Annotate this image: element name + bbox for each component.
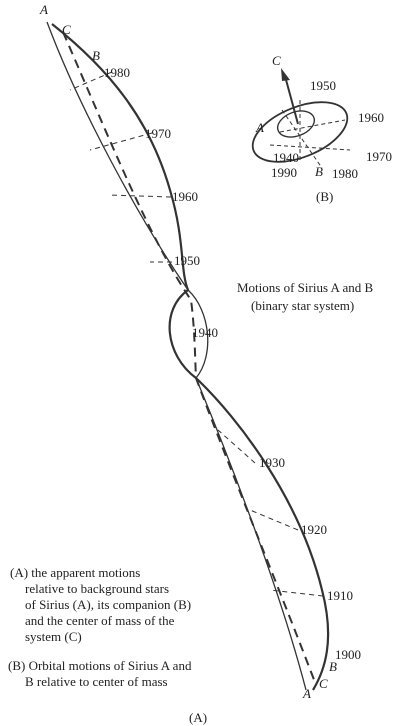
- panel-a-label: 1910: [327, 588, 353, 603]
- title-line: (binary star system): [251, 298, 354, 313]
- panel-b-label: 1940: [273, 150, 299, 165]
- orbit-b-inset: [251, 101, 349, 163]
- panel-b-label: 1960: [358, 110, 384, 125]
- panel-a-label: 1980: [104, 65, 130, 80]
- panel-b-label: 1980: [332, 166, 358, 181]
- panel-a-label: 1970: [145, 126, 171, 141]
- legend-line: (B) Orbital motions of Sirius A and: [8, 658, 192, 673]
- legend-line: and the center of mass of the: [25, 613, 175, 628]
- legend-line: (A) the apparent motions: [10, 565, 140, 580]
- time-connectors: [69, 71, 324, 597]
- arrow-head: [281, 68, 290, 81]
- panel-a-label: 1940: [192, 325, 218, 340]
- orbit-a: [46, 21, 307, 691]
- panel-b-label: B: [315, 164, 323, 179]
- panel-a-label: 1920: [301, 522, 327, 537]
- panel-a-label: C: [319, 676, 328, 691]
- legend-line: system (C): [25, 629, 82, 644]
- panel-a-label: A: [39, 2, 48, 17]
- title-line: Motions of Sirius A and B: [237, 280, 373, 295]
- panel-a-label: A: [302, 686, 311, 701]
- panel-b-label: 1950: [310, 78, 336, 93]
- panel-b-label: 1990: [271, 165, 297, 180]
- panel-a-label: 1960: [172, 189, 198, 204]
- panel-b-label: A: [255, 120, 264, 135]
- panel-a-label: B: [329, 659, 337, 674]
- panel-b-label: C: [272, 53, 281, 68]
- panel-a-drawing: [46, 21, 330, 691]
- legend-line: relative to background stars: [25, 581, 169, 596]
- orbit-b: [51, 23, 330, 691]
- inset-connectors: [269, 100, 351, 169]
- panel-b-caption: (B): [316, 189, 333, 204]
- panel-a-label: 1930: [259, 455, 285, 470]
- legend-line: B relative to center of mass: [25, 674, 168, 689]
- panel-a-label: C: [62, 22, 71, 37]
- panel-a-label: 1900: [335, 647, 361, 662]
- panel-b-drawing: [251, 68, 351, 169]
- center-of-mass: [62, 31, 317, 686]
- panel-b-label: 1970: [366, 149, 392, 164]
- arrow: [284, 75, 299, 125]
- panel-a-label: 1950: [174, 253, 200, 268]
- orbit-a-inset: [276, 110, 316, 138]
- legend-line: of Sirius (A), its companion (B): [25, 597, 191, 612]
- panel-a-caption: (A): [189, 710, 207, 725]
- panel-a-label: B: [92, 48, 100, 63]
